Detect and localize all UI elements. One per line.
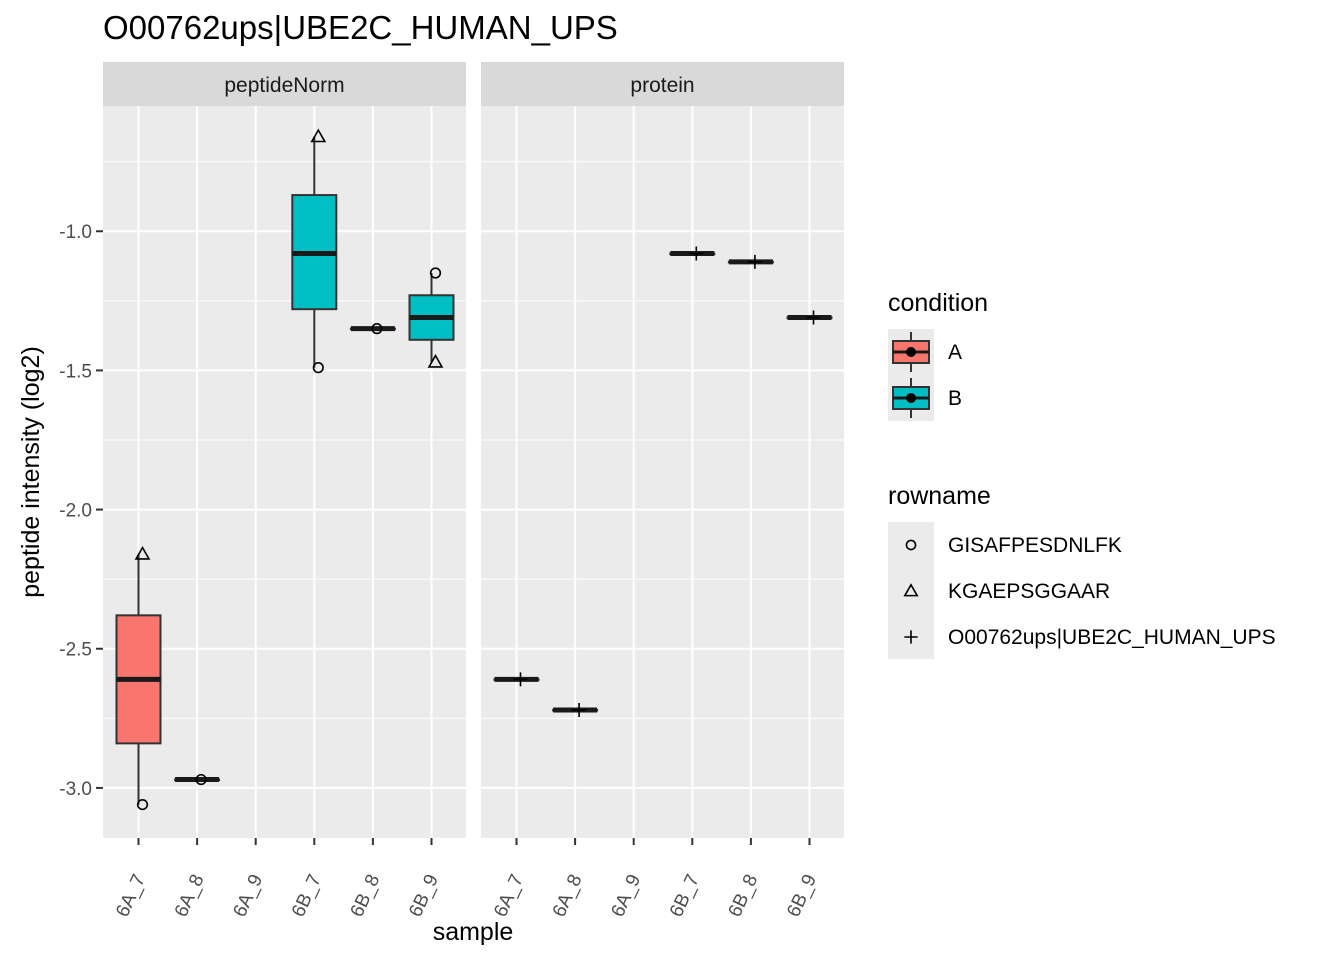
x-tick-label: 6B_9	[405, 871, 443, 920]
y-tick-label: -2.0	[59, 501, 92, 522]
x-tick-label: 6A_9	[607, 871, 645, 920]
legend-label-rowname: KGAEPSGGAAR	[948, 580, 1110, 603]
point-6B_9	[429, 267, 442, 279]
x-tick-label: 6B_8	[725, 871, 763, 920]
legend-shape-circle	[905, 539, 917, 551]
x-tick-label: 6A_7	[112, 871, 150, 920]
legend-shape-plus	[904, 630, 918, 644]
point-6B_7	[310, 128, 327, 143]
x-tick-label: 6A_7	[490, 871, 528, 920]
point-6B_9	[427, 353, 444, 368]
y-tick-label: -2.5	[59, 640, 92, 661]
legend-key-A	[892, 332, 930, 372]
panel-background	[481, 106, 844, 838]
x-tick-label: 6B_8	[347, 871, 385, 920]
x-tick-label: 6B_9	[783, 871, 821, 920]
legend-key-B	[892, 378, 930, 418]
panel-background	[103, 106, 466, 838]
point-6B_7	[689, 246, 704, 261]
facet-strip-label: peptideNorm	[224, 74, 344, 97]
y-tick-label: -1.0	[59, 222, 92, 243]
x-axis-title: sample	[433, 918, 514, 946]
box-6B_9	[408, 272, 455, 363]
facet-strip	[481, 62, 844, 106]
legend-label-A: A	[948, 341, 962, 364]
y-tick-label: -1.5	[59, 361, 92, 382]
legend-label-rowname: GISAFPESDNLFK	[948, 534, 1122, 557]
x-tick-label: 6B_7	[288, 871, 326, 920]
point-6B_9	[806, 310, 821, 325]
x-tick-label: 6B_7	[666, 871, 704, 920]
x-tick-label: 6A_8	[549, 871, 587, 920]
legend-shape-triangle	[903, 583, 919, 597]
point-6A_8	[195, 773, 207, 786]
facet-strip-label: protein	[630, 74, 694, 97]
legend-key-dot	[906, 393, 916, 403]
panel-peptideNorm: peptideNorm 6A_7 6A_8 6A_9 6B_7 6B_8 6B_9	[103, 62, 466, 920]
point-6B_8	[371, 323, 383, 335]
legend-title-condition: condition	[888, 289, 988, 317]
x-tick-label: 6A_8	[171, 871, 209, 920]
chart-title: O00762ups|UBE2C_HUMAN_UPS	[103, 9, 618, 46]
legend-label-rowname: O00762ups|UBE2C_HUMAN_UPS	[948, 626, 1276, 649]
x-tick-label: 6A_9	[229, 871, 267, 920]
point-6A_7	[136, 799, 149, 811]
facet-strip	[103, 62, 466, 106]
point-6A_7	[513, 672, 528, 687]
y-axis-title: peptide intensity (log2)	[17, 346, 45, 598]
legend-title-rowname: rowname	[888, 482, 991, 510]
legend-label-B: B	[948, 387, 962, 410]
point-6B_7	[312, 362, 324, 374]
panel-protein: protein 6A_7 6A_8 6A_9 6B_7 6B_8 6B_9	[481, 62, 844, 920]
box-6A_7	[115, 554, 162, 805]
point-6B_8	[747, 254, 762, 269]
box-6B_7	[291, 136, 338, 368]
legend-key-dot	[906, 347, 916, 357]
point-6A_7	[134, 545, 151, 560]
point-6A_8	[572, 702, 587, 717]
y-tick-label: -3.0	[59, 779, 92, 800]
